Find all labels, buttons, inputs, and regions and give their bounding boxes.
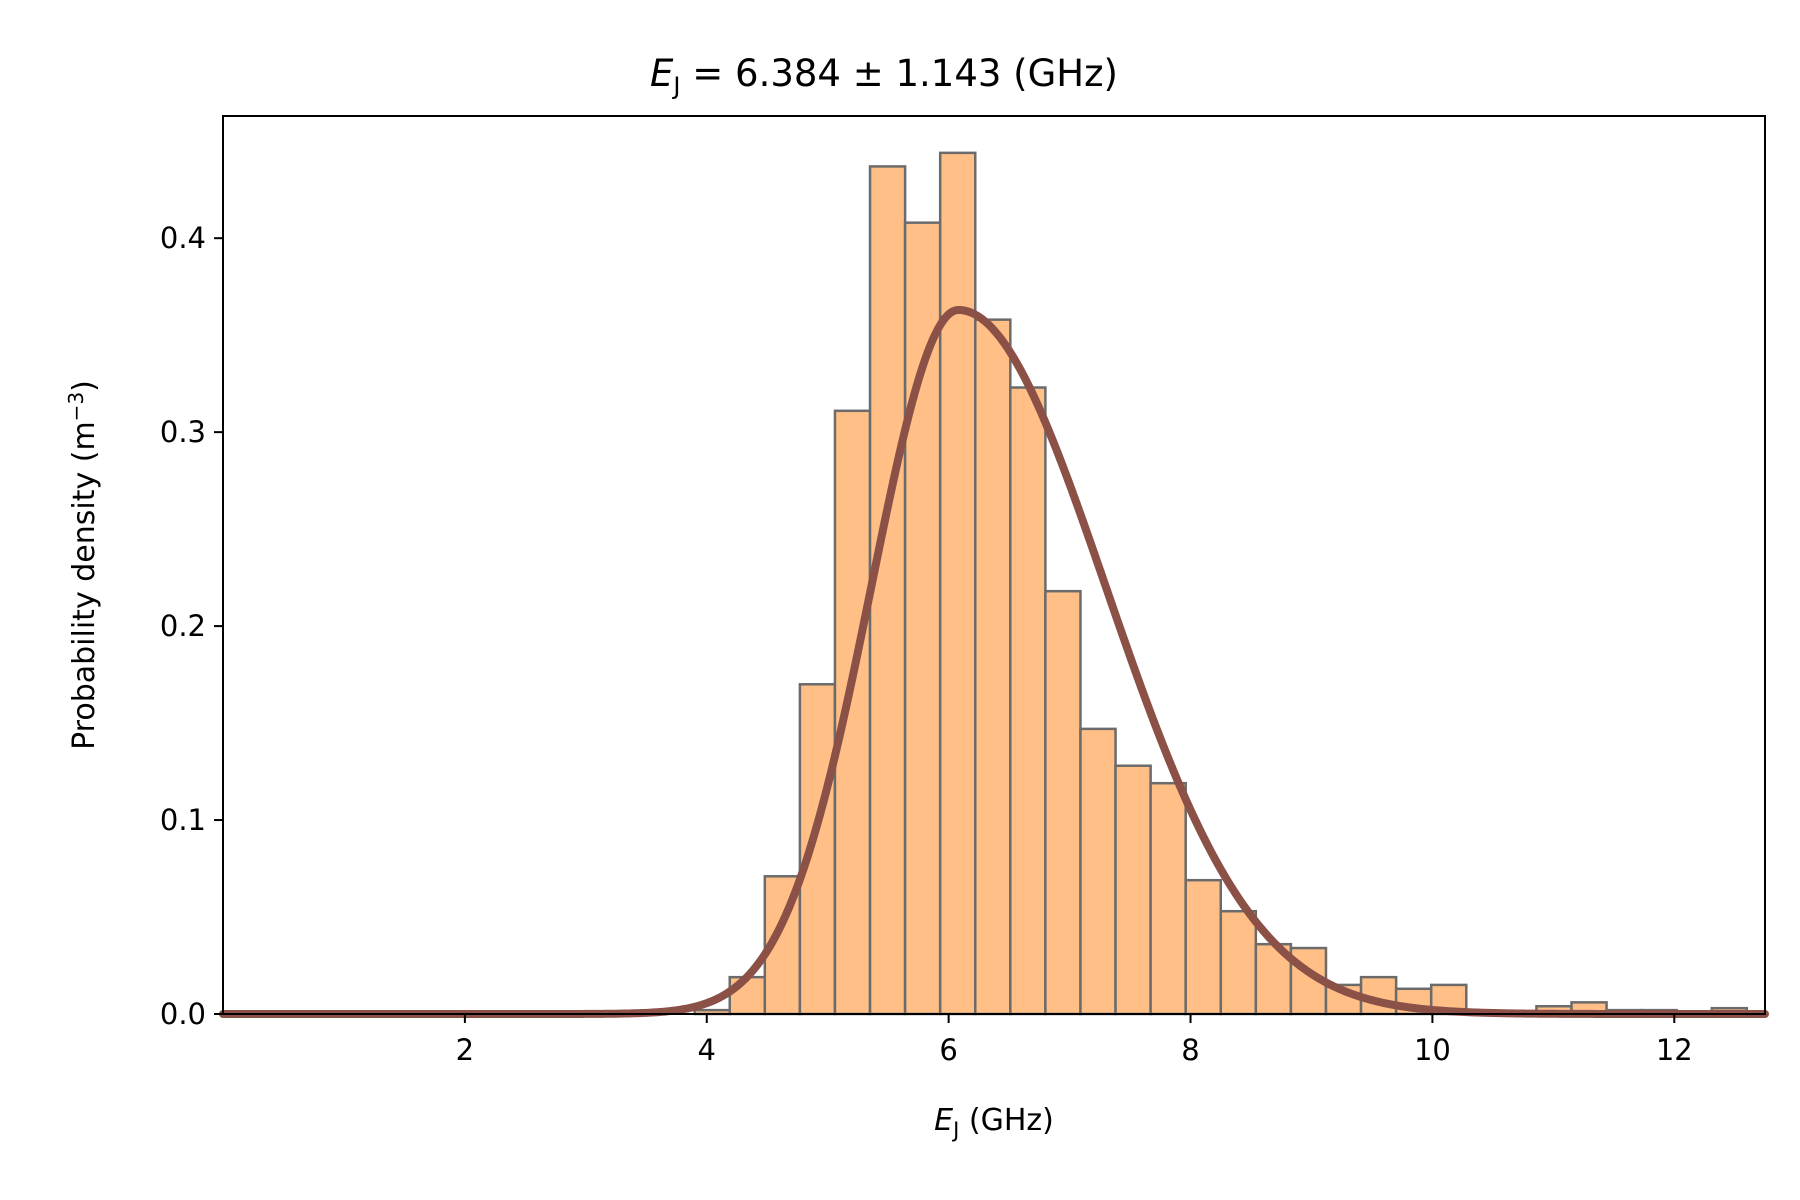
x-tick-label: 2 [456, 1033, 474, 1067]
x-tick-label: 4 [698, 1033, 716, 1067]
title-symbol: E [650, 52, 674, 95]
histogram-bar [974, 318, 1012, 1016]
y-axis-label-text: Probability density (m [67, 421, 102, 750]
y-axis-label-close: ) [67, 380, 102, 392]
histogram-bar [1079, 727, 1117, 1016]
y-axis-label: Probability density (m−3) [64, 380, 102, 750]
histogram-bar [1009, 386, 1047, 1016]
x-tick-label: 6 [939, 1033, 957, 1067]
x-axis-label-subscript: J [951, 1118, 959, 1142]
x-axis: 2 4 6 8 10 12 [456, 1014, 1693, 1067]
histogram-bar [1114, 764, 1152, 1016]
histogram-bar [1219, 909, 1258, 1016]
histogram-bar [1044, 589, 1082, 1016]
y-tick-label: 0.2 [160, 609, 206, 643]
y-axis: 0.0 0.1 0.2 0.3 0.4 [160, 221, 223, 1031]
chart-title: EJ = 6.384 ± 1.143 (GHz) [650, 52, 1118, 100]
x-tick-label: 10 [1414, 1033, 1451, 1067]
y-tick-label: 0.0 [160, 997, 206, 1031]
x-axis-label: EJ (GHz) [934, 1103, 1054, 1142]
plot-area: 2 4 6 8 10 12 0.0 0.1 0.2 0.3 0.4 [160, 115, 1769, 1067]
x-tick-label: 8 [1181, 1033, 1199, 1067]
histogram-bar [798, 683, 837, 1016]
y-tick-label: 0.3 [160, 415, 206, 449]
x-tick-label: 12 [1656, 1033, 1693, 1067]
title-value: = 6.384 ± 1.143 (GHz) [681, 52, 1118, 95]
histogram-bar [1149, 781, 1187, 1016]
x-axis-label-symbol: E [934, 1103, 953, 1138]
y-tick-label: 0.1 [160, 803, 206, 837]
x-axis-label-unit: (GHz) [959, 1103, 1054, 1138]
histogram-bar [1184, 878, 1223, 1016]
y-tick-label: 0.4 [160, 221, 206, 255]
histogram-bar [868, 165, 907, 1016]
y-axis-label-superscript: −3 [64, 392, 88, 421]
histogram-bar [938, 151, 977, 1016]
histogram-bar [833, 409, 872, 1016]
title-subscript: J [671, 72, 680, 100]
plot-frame [222, 115, 1766, 1015]
